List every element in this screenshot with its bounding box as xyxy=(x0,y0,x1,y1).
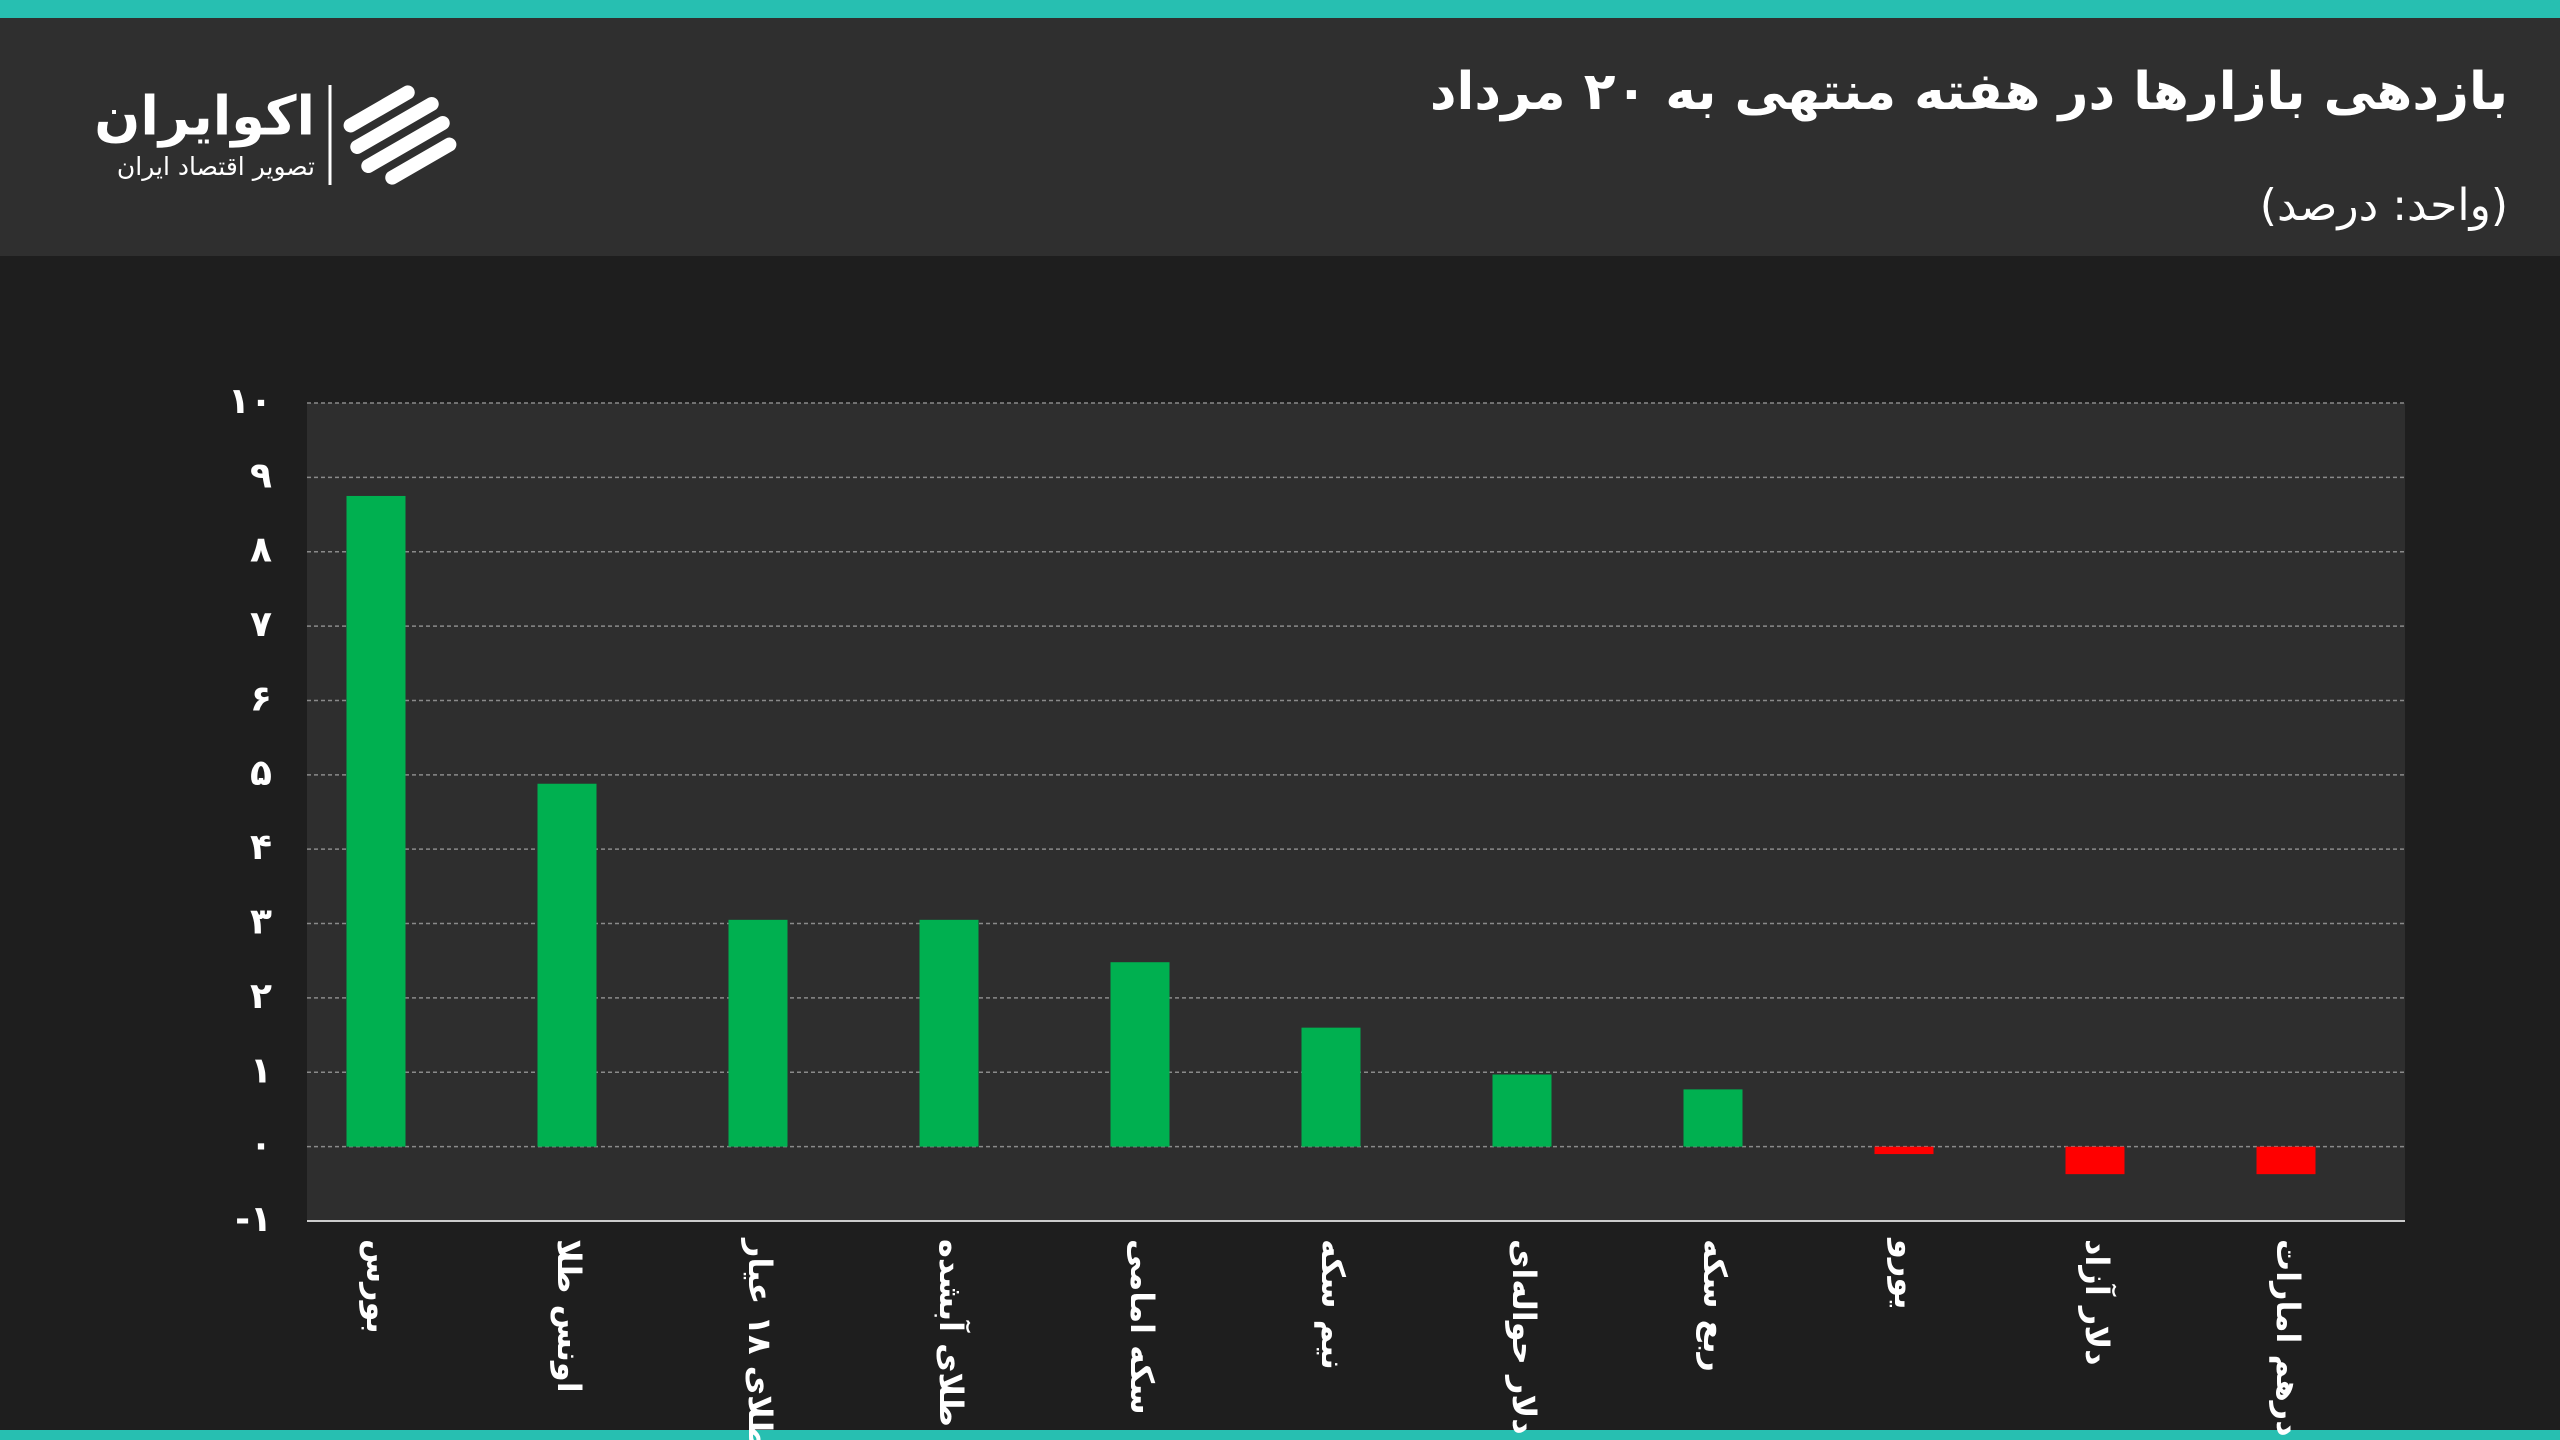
top-stripe xyxy=(0,0,2560,18)
bar xyxy=(1683,1089,1743,1147)
bottom-stripe xyxy=(0,1430,2560,1440)
y-tick-label: ۴ xyxy=(250,827,272,868)
x-tick-label: درهم امارات xyxy=(2269,1239,2307,1437)
bar xyxy=(2065,1146,2125,1175)
x-tick-label: ربع سکه xyxy=(1696,1239,1734,1372)
y-tick-label: ۲ xyxy=(250,976,272,1017)
brand-tagline: تصویر اقتصاد ایران xyxy=(117,152,315,181)
brand-name: اکوایران xyxy=(94,85,315,148)
y-tick-label: ۱۰ xyxy=(228,381,272,422)
bar xyxy=(728,919,788,1147)
bar xyxy=(537,783,597,1147)
x-tick-label: نیم سکه xyxy=(1314,1239,1352,1370)
bar xyxy=(1110,962,1170,1147)
y-tick-label: ۵ xyxy=(250,753,272,794)
bar xyxy=(919,919,979,1147)
x-tick-label: دلار حواله‌ای xyxy=(1505,1239,1543,1435)
bar xyxy=(1492,1074,1552,1147)
bar xyxy=(2256,1146,2316,1175)
y-tick-label: ۳ xyxy=(250,902,272,943)
x-tick-label: طلای آبشده xyxy=(932,1239,971,1427)
chart-title: بازدهی بازارها در هفته منتهی به ۲۰ مرداد xyxy=(1430,62,2508,122)
bar xyxy=(1874,1146,1934,1155)
y-tick-label: ۱ xyxy=(250,1050,272,1091)
x-tick-label: یورو xyxy=(1887,1237,1925,1309)
logo-icon xyxy=(343,85,457,185)
x-tick-label: سکه امامی xyxy=(1123,1239,1161,1415)
chart-subtitle: (واحد: درصد) xyxy=(2260,180,2508,231)
x-tick-label: دلار آزاد xyxy=(2078,1239,2117,1366)
y-tick-label: ۰ xyxy=(250,1125,272,1166)
y-tick-label: ۸ xyxy=(250,530,272,571)
y-tick-label: ۹ xyxy=(250,455,272,496)
x-tick-label: بورس xyxy=(359,1239,397,1334)
bar xyxy=(346,495,406,1147)
y-tick-label: -۱ xyxy=(235,1199,272,1240)
logo: اکوایران تصویر اقتصاد ایران xyxy=(94,85,457,185)
y-tick-label: ۷ xyxy=(250,604,272,645)
y-tick-label: ۶ xyxy=(250,678,272,719)
x-tick-label: اونس طلا xyxy=(550,1239,588,1393)
bar xyxy=(1301,1027,1361,1147)
x-tick-label: طلای ۱۸ عیار xyxy=(741,1237,779,1440)
